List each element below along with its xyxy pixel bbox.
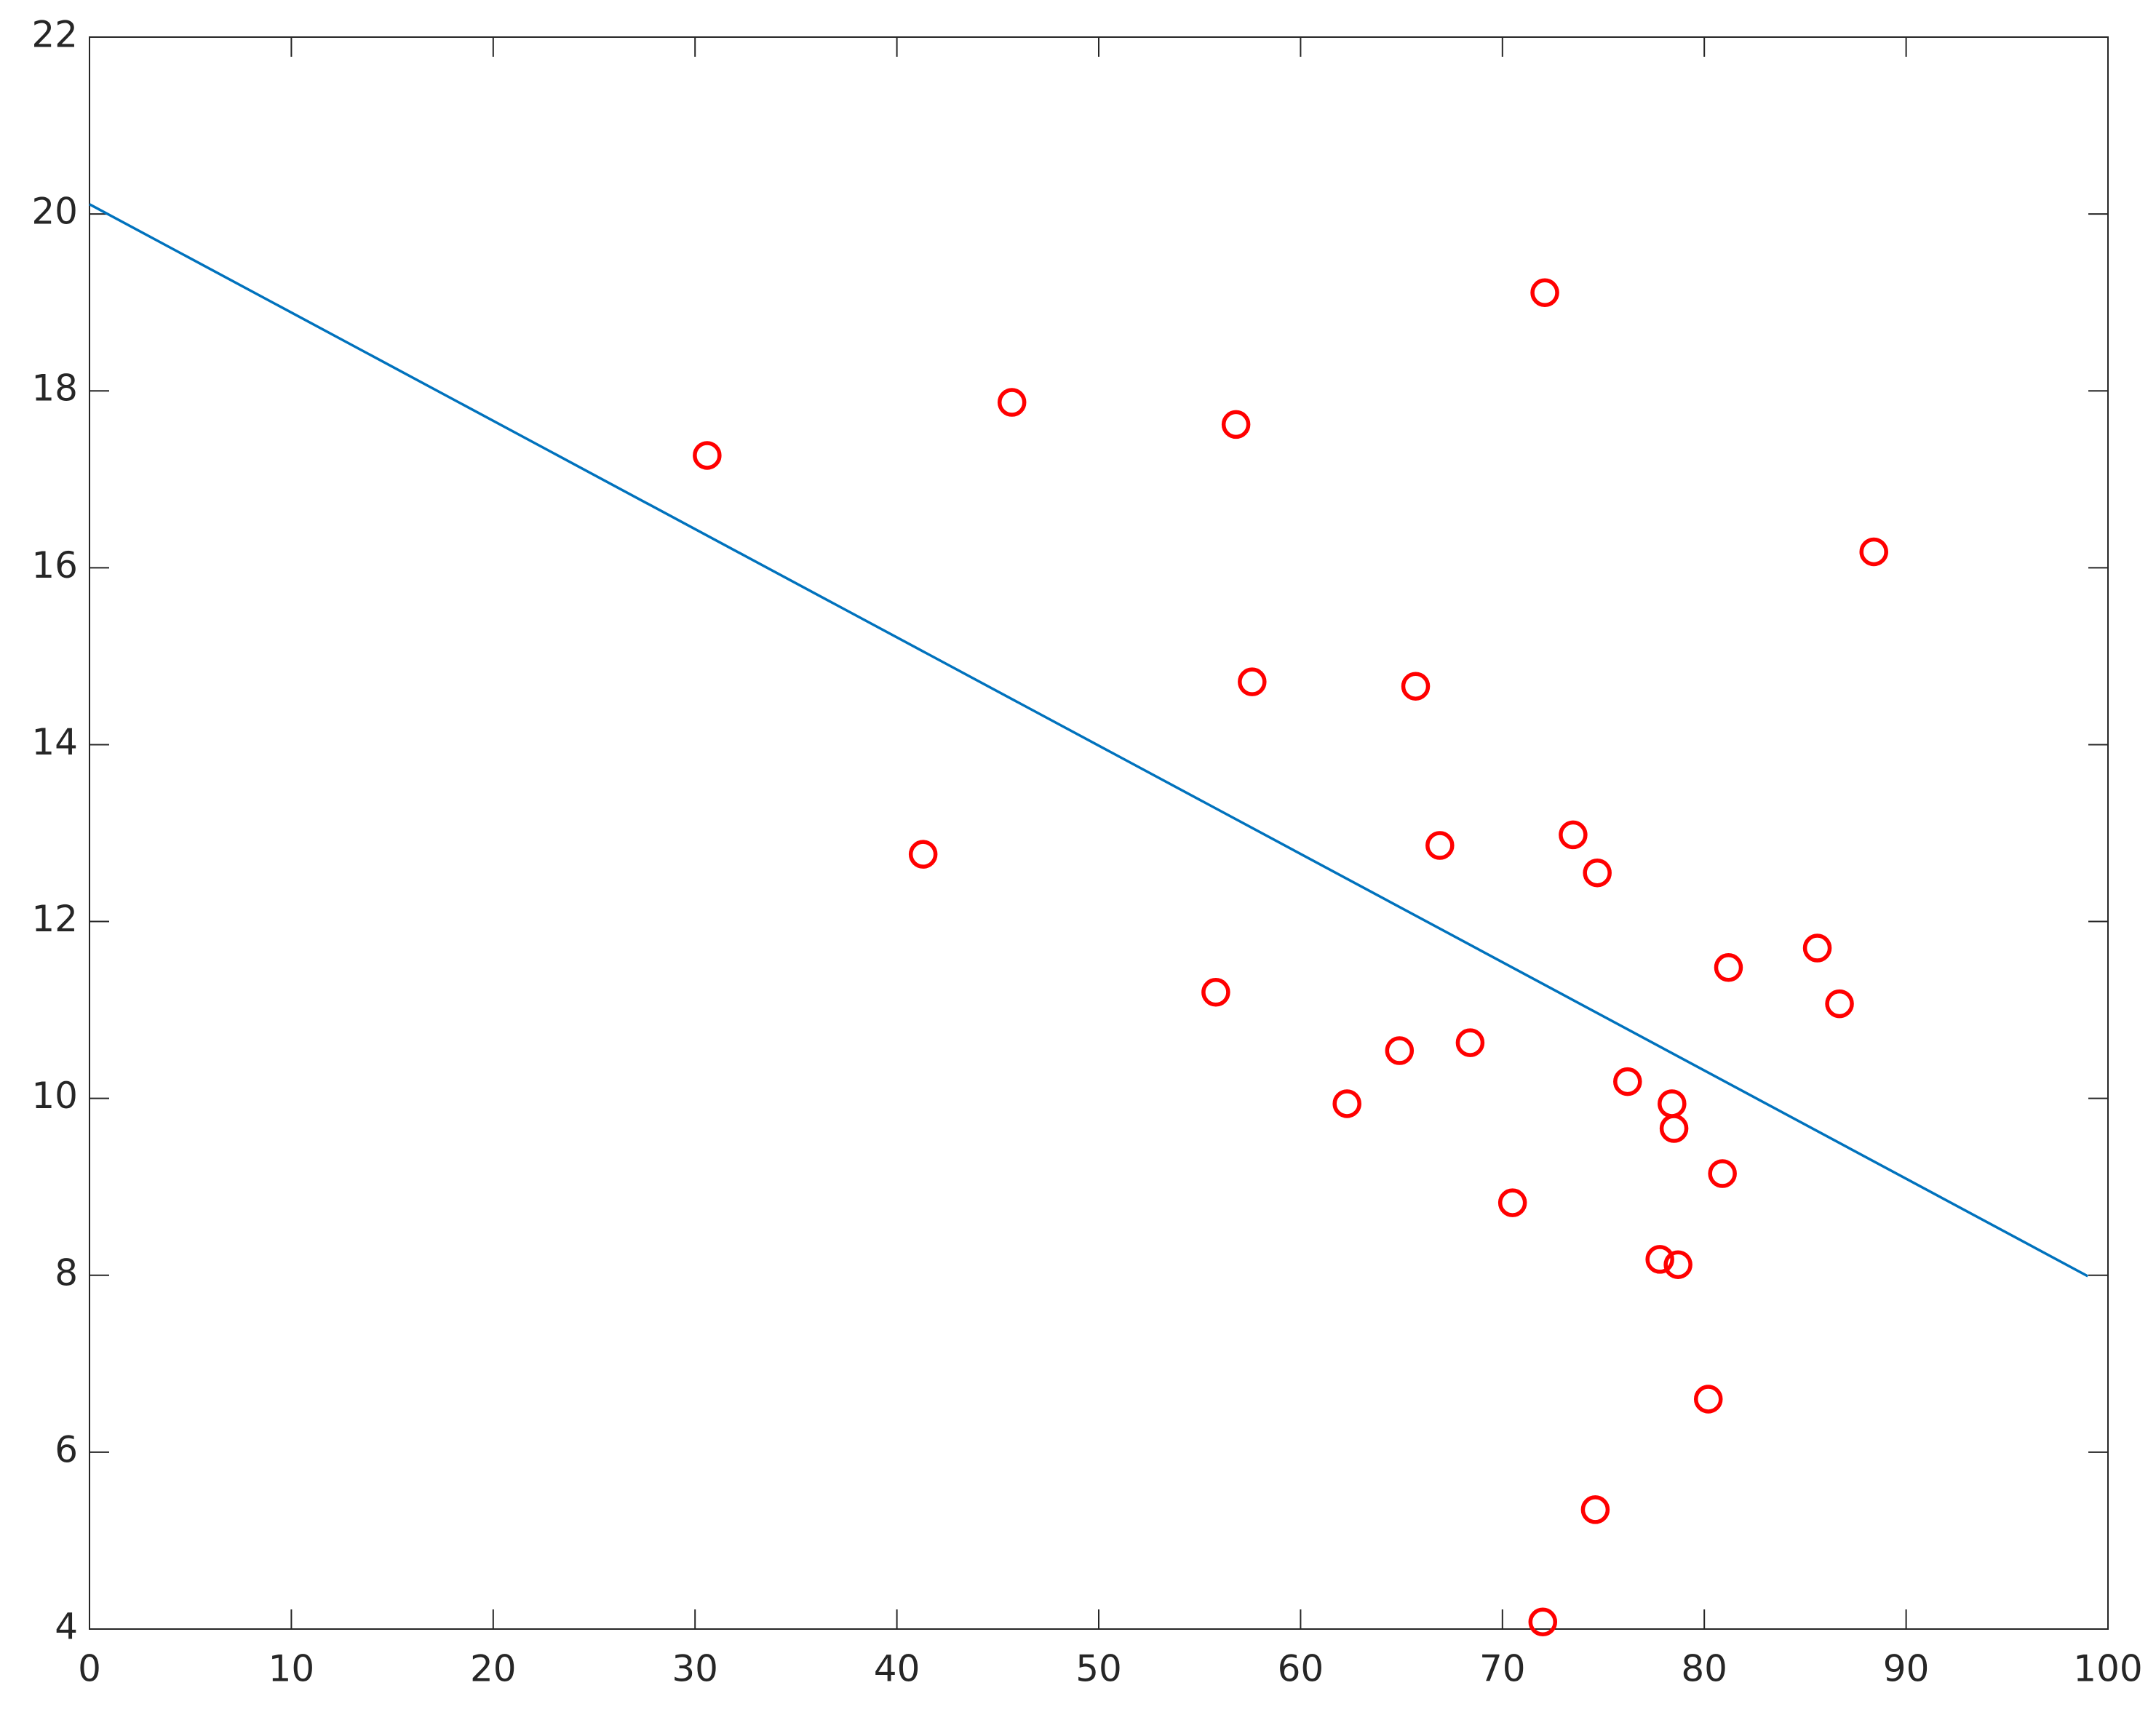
scatter-point xyxy=(1859,537,1888,567)
y-tick-label: 6 xyxy=(55,1428,78,1470)
scatter-point xyxy=(1802,933,1832,963)
x-tick-label: 60 xyxy=(1278,1648,1324,1690)
x-tick-label: 70 xyxy=(1479,1648,1526,1690)
scatter-point xyxy=(1659,1114,1689,1143)
scatter-point xyxy=(1645,1245,1674,1274)
scatter-point xyxy=(908,840,938,869)
y-tick-label: 12 xyxy=(31,898,78,940)
y-tick-label: 4 xyxy=(55,1606,78,1648)
scatter-point xyxy=(1559,820,1588,850)
x-tick-label: 50 xyxy=(1075,1648,1122,1690)
y-tick-label: 16 xyxy=(31,544,78,586)
axes-box xyxy=(89,36,2109,1630)
scatter-point xyxy=(1708,1159,1737,1188)
y-tick-label: 22 xyxy=(31,14,78,56)
scatter-point xyxy=(1693,1385,1723,1414)
scatter-point xyxy=(1221,410,1251,439)
x-tick-label: 0 xyxy=(78,1648,101,1690)
x-tick-label: 40 xyxy=(874,1648,920,1690)
scatter-point xyxy=(1613,1067,1642,1096)
x-tick-label: 10 xyxy=(268,1648,315,1690)
scatter-point xyxy=(1385,1036,1415,1065)
scatter-point xyxy=(1455,1028,1485,1057)
scatter-point xyxy=(1663,1250,1692,1279)
y-tick-label: 8 xyxy=(55,1251,78,1294)
scatter-point xyxy=(1238,667,1267,696)
scatter-point xyxy=(1332,1089,1361,1118)
scatter-point xyxy=(1497,1188,1527,1217)
scatter-point xyxy=(1425,831,1455,860)
x-tick-label: 80 xyxy=(1681,1648,1727,1690)
y-tick-label: 14 xyxy=(31,721,78,763)
scatter-point xyxy=(1401,672,1431,701)
scatter-point xyxy=(1530,278,1559,308)
scatter-point xyxy=(997,388,1027,417)
y-tick-label: 10 xyxy=(31,1075,78,1117)
scatter-point xyxy=(1658,1089,1687,1118)
scatter-point xyxy=(1580,1495,1610,1524)
x-tick-label: 20 xyxy=(470,1648,517,1690)
x-tick-label: 90 xyxy=(1883,1648,1930,1690)
x-tick-label: 30 xyxy=(672,1648,718,1690)
scatter-point xyxy=(1825,989,1854,1019)
scatter-point xyxy=(1528,1607,1558,1637)
scatter-point xyxy=(1714,953,1743,982)
y-tick-label: 20 xyxy=(31,191,78,233)
fit-line xyxy=(89,203,2089,1278)
scatter-point xyxy=(1201,978,1230,1007)
y-tick-label: 18 xyxy=(31,367,78,410)
x-tick-label: 100 xyxy=(2073,1648,2142,1690)
scatter-point xyxy=(1583,858,1612,888)
scatter-point xyxy=(693,441,722,470)
